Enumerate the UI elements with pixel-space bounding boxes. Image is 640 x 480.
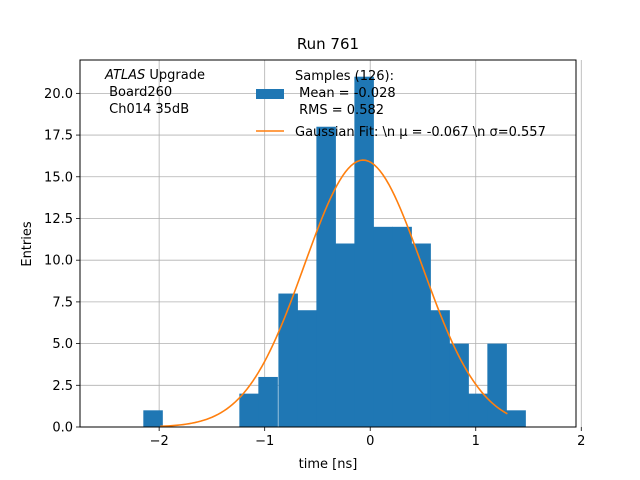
annotation-atlas: ATLAS <box>104 68 145 83</box>
histogram-bar <box>258 376 278 427</box>
y-tick-label: 0.0 <box>52 421 73 436</box>
gaussian-fit-curve <box>160 159 508 428</box>
x-tick-label: 1 <box>472 434 480 449</box>
x-tick-label: −2 <box>150 434 169 449</box>
y-tick-label: 7.5 <box>52 295 73 310</box>
histogram-bar <box>430 310 450 427</box>
legend-patch-samples <box>256 89 284 99</box>
histogram-bar <box>335 243 355 427</box>
atlas-annotation: ATLAS Upgrade Board260 Ch014 35dB <box>104 68 205 117</box>
legend-samples-line-1: Samples (126): <box>295 69 394 84</box>
histogram-bar <box>143 410 163 427</box>
legend-gaussian-label: Gaussian Fit: \n μ = -0.067 \n σ=0.557 <box>295 125 546 140</box>
gaussian-fit-layer <box>160 159 508 428</box>
legend-samples-line-3: RMS = 0.582 <box>295 103 384 118</box>
y-tick-label: 12.5 <box>44 212 73 227</box>
histogram-bar <box>411 243 431 427</box>
histogram-bar <box>373 226 393 427</box>
y-tick-label: 15.0 <box>44 170 73 185</box>
y-tick-label: 10.0 <box>44 254 73 269</box>
x-axis-label: time [ns] <box>299 457 358 472</box>
axes-frame <box>79 59 577 428</box>
annotation-upgrade: Upgrade <box>145 68 205 83</box>
legend: Samples (126): Mean = -0.028 RMS = 0.582… <box>256 69 546 140</box>
x-tick-label: −1 <box>255 434 274 449</box>
chart-title: Run 761 <box>297 35 359 53</box>
x-tick-label: 0 <box>366 434 374 449</box>
histogram-bar <box>506 410 526 427</box>
y-tick-label: 5.0 <box>52 337 73 352</box>
annotation-line-2: Board260 <box>105 85 172 100</box>
y-tick-label: 20.0 <box>44 87 73 102</box>
histogram-bar <box>354 76 374 427</box>
histogram-bar <box>487 343 507 427</box>
y-tick-label: 2.5 <box>52 379 73 394</box>
y-axis-label: Entries <box>20 221 35 267</box>
histogram-bar <box>316 126 336 428</box>
y-tick-label: 17.5 <box>44 129 73 144</box>
x-tick-label: 2 <box>577 434 585 449</box>
annotation-line-1: ATLAS Upgrade <box>104 68 205 83</box>
legend-samples-line-2: Mean = -0.028 <box>295 86 396 101</box>
histogram-bar <box>239 393 259 427</box>
annotation-line-3: Ch014 35dB <box>105 102 189 117</box>
histogram-bar <box>468 393 488 427</box>
ticks: −2 −1 0 1 20.02.55.07.510.012.515.017.520.0 <box>44 87 585 449</box>
histogram-bar <box>297 310 317 427</box>
histogram-bar <box>392 226 412 427</box>
histogram-bar <box>278 293 298 427</box>
